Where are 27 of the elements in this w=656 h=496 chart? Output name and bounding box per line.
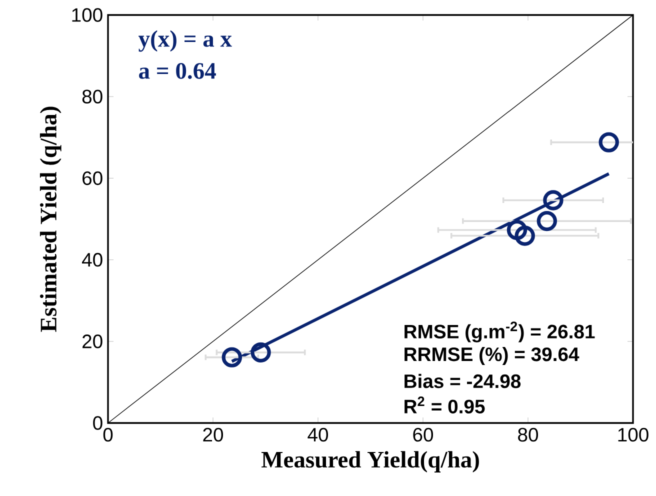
y-tick-label: 40 — [82, 252, 102, 267]
point — [514, 226, 535, 246]
y-tick-label: 20 — [82, 334, 102, 348]
x-tick-label: 20 — [203, 428, 224, 442]
y-axis-title: Estimated Yield (q/ha) — [40, 106, 62, 332]
x-tick-label: 60 — [413, 428, 434, 442]
annotation: R$^{2}$ = 0.95 — [404, 396, 485, 414]
point — [506, 220, 528, 240]
annotation: a = 0.64 — [139, 63, 216, 79]
y-tick-label: 100 — [72, 8, 102, 22]
annotation: Bias = -24.98 — [404, 374, 521, 388]
annotation: RRMSE (%) = 39.64 — [404, 346, 580, 366]
point — [536, 210, 558, 232]
x-axis-title: Measured Yield(q/ha) — [261, 451, 479, 472]
point — [250, 342, 271, 363]
x-tick-label: 80 — [518, 428, 538, 442]
point — [598, 132, 619, 152]
annotation: RMSE (g.m$^{-2}$) = 26.81 — [404, 322, 595, 342]
y-tick-label: 0 — [93, 416, 102, 430]
point — [543, 190, 564, 210]
y-tick-label: 60 — [82, 171, 102, 186]
x-tick-label: 100 — [618, 428, 648, 442]
x-tick-label: 0 — [103, 428, 113, 442]
point — [222, 347, 242, 368]
annotation: y(x) = a x — [138, 30, 232, 52]
x-tick-label: 40 — [308, 428, 328, 442]
y-tick-label: 80 — [82, 90, 102, 104]
